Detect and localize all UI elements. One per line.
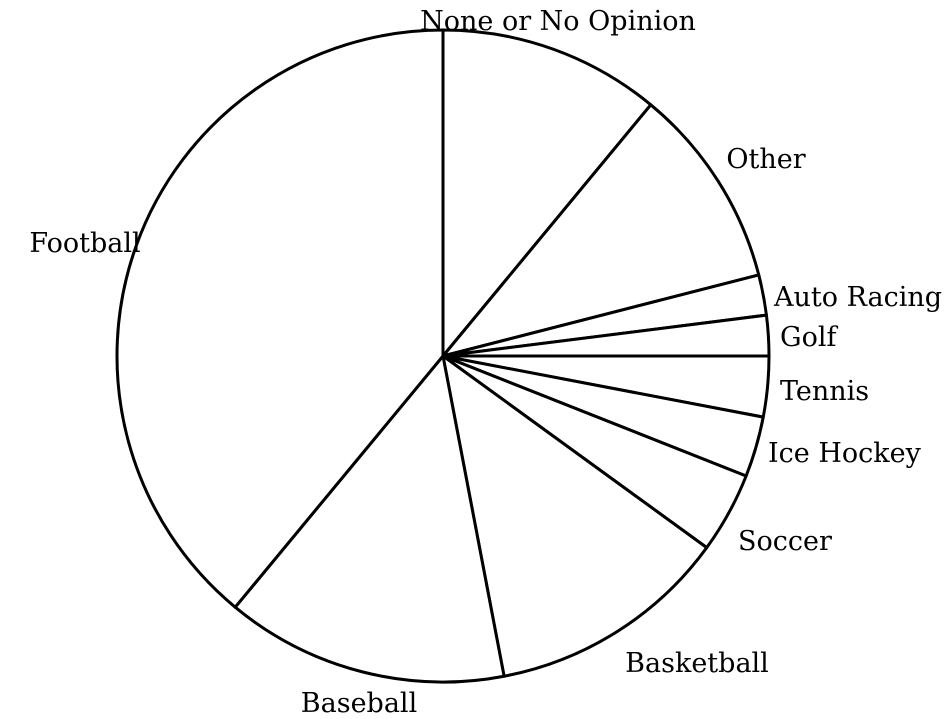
slice-label-tennis: Tennis [780, 376, 869, 407]
slice-label-ice-hockey: Ice Hockey [768, 438, 922, 469]
pie-slice-none-or-no-opinion [441, 28, 653, 358]
slice-label-auto-racing: Auto Racing [773, 282, 942, 313]
slice-label-football: Football [29, 228, 140, 259]
slice-label-other: Other [726, 144, 805, 175]
pie-slice-baseball [233, 354, 506, 684]
slice-label-golf: Golf [780, 322, 838, 353]
pie-slice-football [115, 28, 445, 609]
slice-label-soccer: Soccer [738, 526, 832, 557]
slice-label-baseball: Baseball [301, 688, 417, 719]
pie-slice-other [441, 103, 761, 358]
pie-labels: None or No Opinion Other Auto Racing Golf Te… [29, 6, 942, 719]
slice-label-basketball: Basketball [625, 648, 769, 679]
pie-slice-basketball [441, 354, 709, 678]
slice-label-none-or-no-opinion: None or No Opinion [420, 6, 696, 37]
pie-slices [115, 28, 771, 684]
